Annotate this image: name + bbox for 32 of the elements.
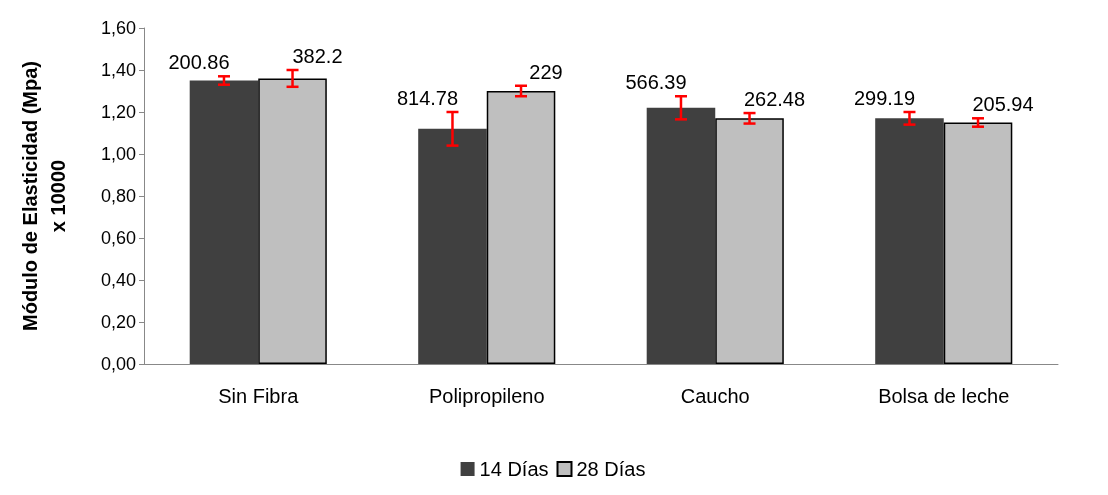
y-tick-label: 0,40 [100,270,136,290]
y-tick-label: 0,20 [100,312,136,332]
annotation: 200.86 [168,51,230,74]
x-tick-label: Polipropileno [428,385,545,407]
annotation: 814.78 [396,87,459,109]
bar [715,118,784,364]
bar [486,91,556,364]
y-axis-title: Módulo de Elasticidad (Mpa) x 10000 [19,60,69,332]
bar [258,78,327,364]
annotation: 229 [529,60,563,83]
bar [875,118,944,364]
y-tick-label: 1,40 [100,60,136,80]
y-tick-label: 0,80 [100,186,136,206]
annotation: 262.48 [743,88,806,111]
y-tick-label: 0,00 [100,354,136,374]
bar [418,128,487,364]
x-tick-label: Caucho [680,385,750,407]
y-tick-label: 1,60 [100,18,136,38]
bar [646,107,716,364]
x-tick-label: Sin Fibra [218,385,300,407]
x-tick-label: Bolsa de leche [878,385,1010,407]
annotation: 205.94 [972,93,1034,116]
annotation: 566.39 [625,71,687,94]
y-tick-label: 1,20 [100,102,136,122]
legend-label: 14 Días [479,458,549,480]
bar [189,80,259,364]
y-tick-label: 1,00 [100,144,136,164]
legend-label: 28 Días [576,458,646,480]
annotation: 299.19 [853,87,916,109]
annotation: 382.2 [292,45,343,67]
y-tick-label: 0,60 [100,228,136,248]
bar [943,122,1013,364]
